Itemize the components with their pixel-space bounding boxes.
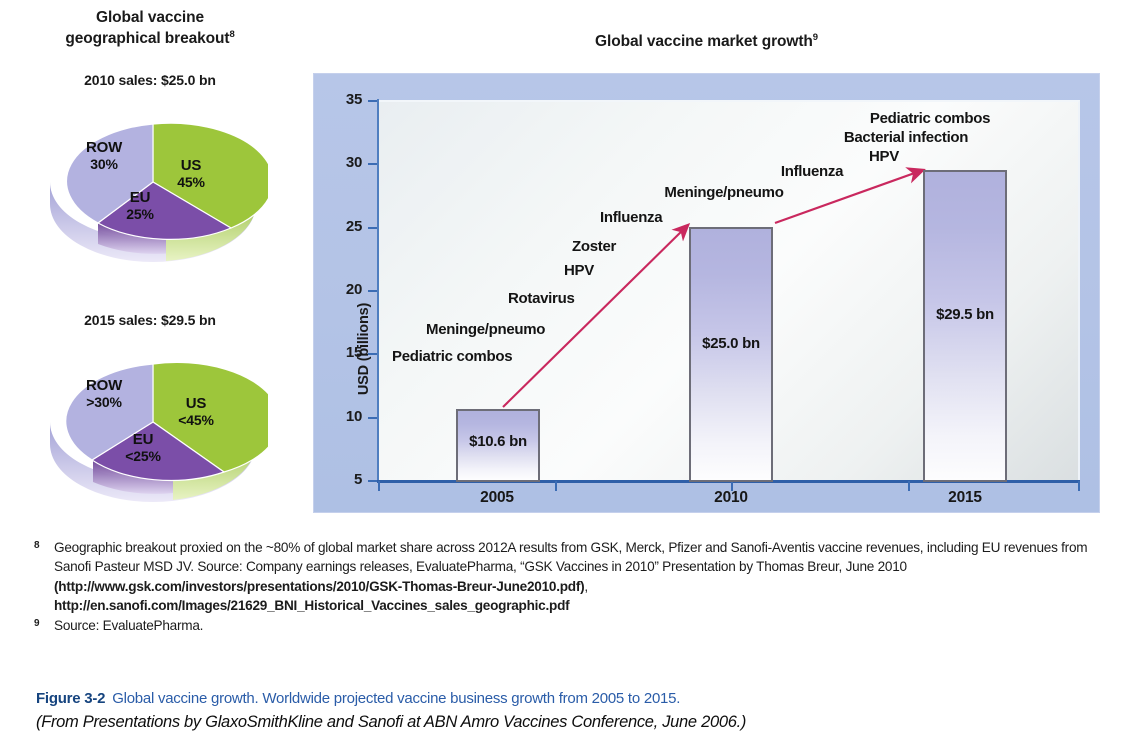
driver-label-2005-hpv: HPV	[564, 262, 594, 279]
driver-label-2015-influenza: Influenza	[780, 163, 844, 180]
y-tick-30	[368, 163, 379, 165]
pie-panel-title-superscript: 8	[229, 28, 235, 40]
y-tick-label-5: 5	[353, 471, 362, 488]
figure-caption-line1: Figure 3-2 Global vaccine growth. Worldwi…	[36, 688, 1106, 710]
driver-label-2005-zoster: Zoster	[572, 238, 617, 255]
pie-caption-2010: 2010 sales: $25.0 bn	[84, 72, 216, 88]
y-tick-25	[368, 227, 379, 229]
pie-svg-2015	[50, 361, 281, 502]
pie-graphic-2015: US <45% EU <25% ROW >30%	[38, 334, 281, 504]
driver-label-2015-pediatric-combos: Pediatric combos	[869, 110, 991, 127]
footnotes: 8 Geographic breakout proxied on the ~80…	[34, 538, 1096, 635]
bar-value-2005: $10.6 bn	[469, 433, 527, 450]
driver-label-2005-rotavirus: Rotavirus	[508, 290, 575, 307]
y-tick-20	[368, 290, 379, 292]
x-tick-label-2015: 2015	[948, 489, 982, 506]
footnote-8-marker: 8	[34, 540, 40, 551]
footnote-9-text: Source: EvaluatePharma.	[54, 618, 204, 634]
footnote-8-text: Geographic breakout proxied on the ~80% …	[54, 540, 1088, 613]
x-tick-start	[378, 481, 380, 491]
y-tick-label-15: 15	[345, 344, 362, 361]
footnote-9: 9 Source: EvaluatePharma.	[34, 616, 1096, 635]
y-tick-label-25: 25	[345, 218, 362, 235]
bar-chart-title-superscript: 9	[812, 32, 818, 43]
y-tick-35	[368, 100, 379, 102]
x-tick-end	[1078, 481, 1080, 491]
y-axis-line	[377, 99, 379, 482]
pie-panel-title-line2: geographical breakout	[65, 30, 230, 48]
pie-chart-2010: 2010 sales: $25.0 bn	[0, 72, 300, 264]
y-tick-5	[368, 480, 379, 482]
driver-label-2015-meninge-pneumo: Meninge/pneumo	[664, 184, 784, 201]
y-tick-label-30: 30	[345, 154, 362, 171]
driver-label-2015-bacterial-infection: Bacterial infection	[843, 129, 969, 146]
bar-2010	[689, 227, 773, 482]
x-tick-label-2005: 2005	[480, 489, 514, 506]
bar-2005	[456, 409, 540, 482]
x-tick-1	[555, 481, 557, 491]
driver-label-2005-meninge-pneumo: Meninge/pneumo	[426, 321, 546, 338]
y-tick-label-35: 35	[345, 91, 362, 108]
bar-2015	[923, 170, 1007, 482]
pie-charts-panel: Global vaccine geographical breakout8 20…	[0, 0, 300, 530]
pie-graphic-2010: US 45% EU 25% ROW 30%	[38, 94, 274, 264]
driver-label-2005-pediatric-combos: Pediatric combos	[392, 348, 513, 365]
y-tick-10	[368, 417, 379, 419]
figure-number: Figure 3-2	[36, 690, 106, 707]
pie-panel-title-line1: Global vaccine	[95, 9, 204, 26]
y-tick-15	[368, 353, 379, 355]
footnote-8: 8 Geographic breakout proxied on the ~80…	[34, 538, 1096, 615]
bar-chart-title-text: Global vaccine market growth	[595, 33, 813, 51]
figure-caption-source: (From Presentations by GlaxoSmithKline a…	[36, 712, 747, 731]
pie-caption-2015: 2015 sales: $29.5 bn	[84, 312, 216, 328]
pie-panel-title: Global vaccine geographical breakout8	[0, 8, 300, 50]
pie-svg-2010	[50, 122, 274, 262]
y-tick-label-20: 20	[345, 281, 362, 298]
bar-chart-title: Global vaccine market growth9	[313, 32, 1100, 51]
figure-caption-text: Global vaccine growth. Worldwide project…	[112, 690, 681, 707]
x-tick-2	[731, 481, 733, 491]
driver-label-2015-hpv: HPV	[869, 148, 899, 165]
figure-caption: Figure 3-2 Global vaccine growth. Worldwi…	[36, 688, 1106, 735]
y-tick-label-10: 10	[345, 408, 362, 425]
footnote-9-marker: 9	[34, 618, 40, 630]
x-tick-3	[908, 481, 910, 491]
x-tick-label-2010: 2010	[714, 489, 748, 506]
bar-value-2010: $25.0 bn	[702, 335, 760, 352]
bar-value-2015: $29.5 bn	[936, 306, 994, 323]
driver-label-2005-influenza: Influenza	[600, 209, 663, 226]
pie-chart-2015: 2015 sales: $29.5 bn	[0, 312, 300, 504]
